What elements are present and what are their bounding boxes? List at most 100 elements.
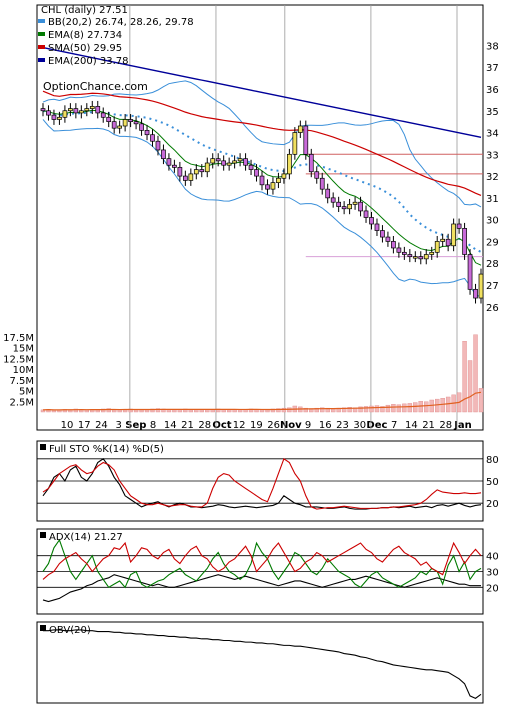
candle-body (215, 158, 221, 162)
candle-body (57, 116, 62, 120)
volume-bar (429, 399, 434, 413)
price-tick-label: 34 (486, 129, 499, 140)
adx-tick-label: 30 (486, 568, 499, 579)
candle-body (111, 121, 117, 129)
adx-series-line (42, 541, 482, 580)
candle-body (380, 230, 385, 238)
volume-bar (467, 360, 473, 413)
candle-body (210, 158, 216, 164)
date-tick-label: 21 (181, 420, 194, 431)
stochastic-legend-swatch (40, 444, 46, 450)
volume-bar (172, 409, 177, 413)
obv-legend-swatch (40, 625, 46, 631)
volume-tick-label: 5M (19, 387, 34, 398)
date-tick-label: 12 (233, 420, 246, 431)
sma50-line (42, 90, 482, 197)
candle-body (330, 197, 336, 203)
volume-bar (478, 388, 484, 413)
volume-bar (374, 405, 380, 413)
legend-swatch (38, 19, 45, 23)
candle-body (473, 288, 478, 299)
price-tick-label: 32 (486, 172, 499, 183)
legend-label: EMA(8) 27.734 (48, 30, 122, 41)
volume-bar (462, 341, 467, 413)
candle-body (440, 238, 446, 242)
candle-body (265, 184, 270, 190)
candle-body (95, 106, 101, 114)
volume-bar (363, 406, 369, 413)
date-tick-label: 8 (150, 420, 156, 431)
volume-bar (435, 398, 440, 413)
adx-series-line (42, 538, 482, 589)
candle-body (193, 169, 199, 175)
date-tick-label: 30 (353, 420, 366, 431)
candle-body (166, 158, 172, 166)
volume-bar (369, 405, 374, 413)
candle-body (270, 182, 276, 190)
candle-body (100, 112, 106, 118)
volume-tick-label: 10M (13, 365, 34, 376)
volume-bar (320, 407, 325, 413)
candle-body (429, 251, 435, 255)
candle-body (434, 241, 440, 253)
volume-bar (226, 409, 232, 413)
volume-bar (139, 409, 144, 413)
candle-body (161, 149, 166, 160)
candle-body (374, 223, 380, 231)
candle-body (319, 177, 325, 190)
adx-panel-title: ADX(14) 21.27 (49, 532, 123, 543)
candle-body (117, 125, 123, 129)
volume-bar (391, 404, 396, 413)
candle-body (73, 108, 79, 114)
candle-body (199, 169, 205, 173)
volume-bar (117, 409, 122, 413)
adx-series-line (42, 574, 481, 603)
candle-body (292, 132, 298, 155)
candle-body (303, 125, 309, 155)
price-tick-label: 28 (486, 259, 499, 270)
price-tick-label: 26 (486, 303, 499, 314)
date-tick-label: 14 (405, 420, 418, 431)
legend-label: EMA(200) 33.78 (48, 56, 128, 67)
candle-body (89, 106, 95, 109)
candle-body (347, 204, 352, 210)
ema200-line (42, 46, 482, 139)
candle-body (144, 130, 150, 136)
volume-bar (106, 408, 111, 413)
candle-body (51, 114, 57, 120)
legend-swatch (38, 58, 45, 62)
date-tick-label: 21 (422, 420, 435, 431)
candle-body (478, 273, 484, 299)
date-tick-label: 14 (164, 420, 177, 431)
date-tick-label: 3 (115, 420, 121, 431)
price-tick-label: 38 (486, 41, 499, 52)
candle-body (369, 217, 374, 225)
date-tick-label: 7 (391, 420, 397, 431)
volume-bar (199, 409, 204, 413)
candle-body (412, 256, 418, 259)
candle-body (467, 254, 473, 290)
candle-body (281, 173, 287, 179)
candle-body (358, 201, 363, 212)
obv-panel-title: OBV(20) (49, 625, 91, 636)
candle-body (254, 169, 259, 177)
candle-body (396, 247, 402, 253)
candle-body (139, 123, 144, 131)
price-tick-label: 31 (486, 194, 499, 205)
candle-body (188, 173, 194, 181)
stochastic-tick-label: 20 (486, 499, 499, 510)
candle-body (287, 153, 292, 175)
candle-body (391, 241, 396, 249)
date-tick-label: Dec (366, 420, 387, 431)
candle-body (325, 188, 331, 199)
candle-body (78, 110, 84, 114)
volume-bar (314, 407, 319, 413)
price-panel-frame (36, 4, 484, 431)
legend-label: BB(20,2) 26.74, 28.26, 29.78 (48, 17, 194, 28)
candle-body (46, 110, 51, 116)
date-tick-label: Oct (212, 420, 231, 431)
candle-body (40, 108, 46, 112)
adx-tick-label: 20 (486, 583, 499, 594)
